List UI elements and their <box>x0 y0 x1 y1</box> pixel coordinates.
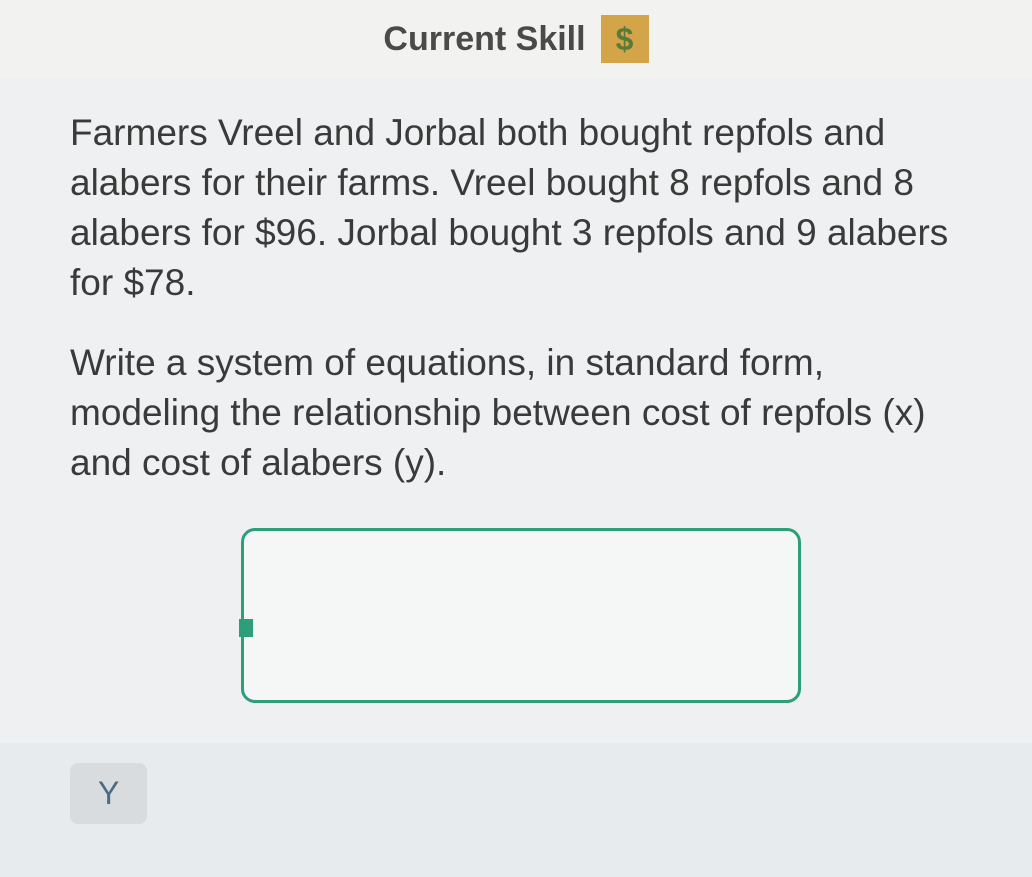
dollar-badge-icon: $ <box>601 15 649 63</box>
answer-input[interactable] <box>241 528 801 703</box>
problem-statement: Farmers Vreel and Jorbal both bought rep… <box>70 108 972 308</box>
header-bar: Current Skill $ <box>0 0 1032 78</box>
keyboard-bar: Y <box>0 743 1032 844</box>
skill-title: Current Skill <box>383 20 585 59</box>
problem-content: Farmers Vreel and Jorbal both bought rep… <box>0 78 1032 743</box>
problem-instruction: Write a system of equations, in standard… <box>70 338 972 488</box>
answer-container <box>70 518 972 723</box>
cursor-indicator <box>239 619 253 637</box>
y-key-button[interactable]: Y <box>70 763 147 824</box>
